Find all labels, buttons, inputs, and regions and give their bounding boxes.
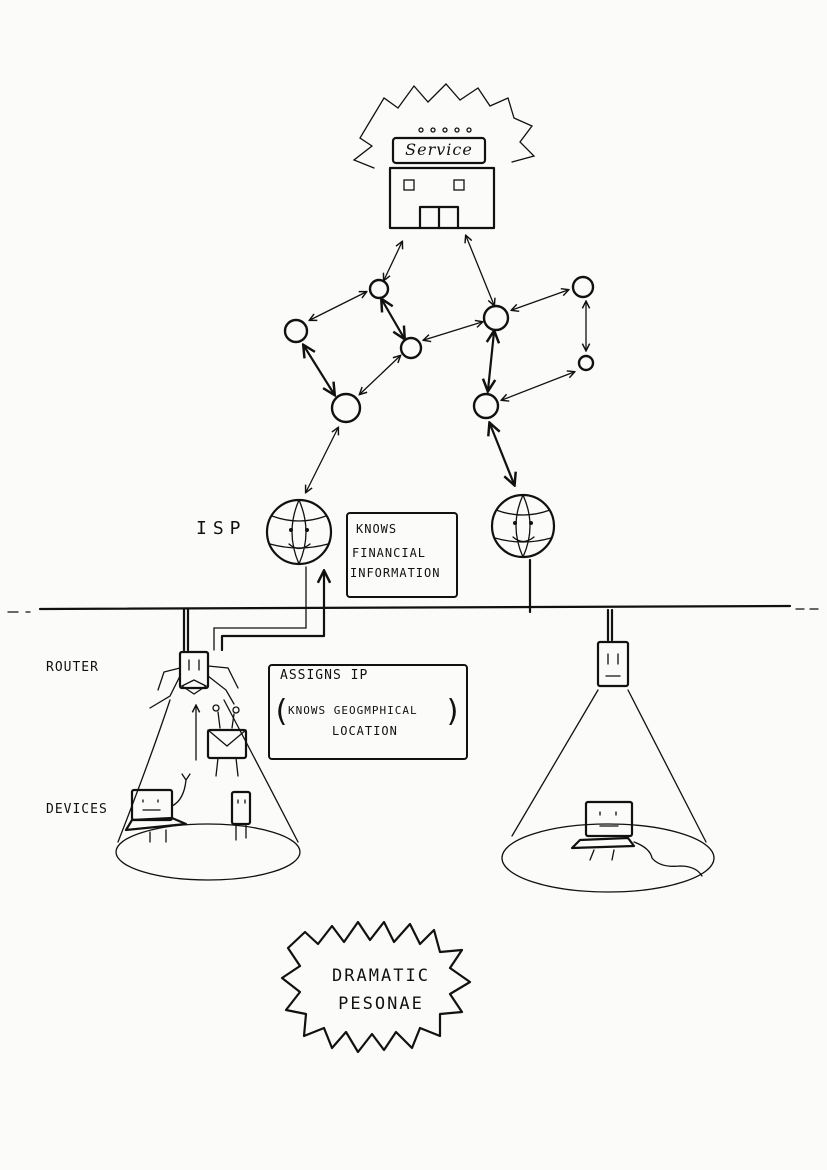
router-note-line2: KNOWS GEOGMPHICAL — [288, 704, 418, 717]
service-building-icon — [352, 83, 536, 230]
phone-character-icon — [230, 790, 252, 841]
left-isp-wiring — [182, 566, 324, 652]
isp-note-line3: INFORMATION — [350, 566, 441, 580]
title-burst — [280, 920, 472, 1054]
network-links — [304, 236, 586, 492]
title-line2: PESONAE — [338, 994, 424, 1014]
isp-globe-right-icon — [490, 493, 556, 559]
laptop-character-left-icon — [124, 773, 191, 843]
router-character-icon — [149, 650, 239, 709]
router-note-paren-open: ( — [272, 694, 292, 729]
router-note-line3: LOCATION — [332, 724, 398, 738]
title-line1: DRAMATIC — [332, 966, 430, 986]
isp-label: ISP — [196, 518, 247, 539]
service-sign-label: Service — [405, 140, 473, 159]
router-right-icon — [596, 640, 630, 688]
router-note-box — [268, 664, 468, 760]
right-spotlight — [501, 689, 715, 893]
devices-label: DEVICES — [46, 802, 108, 817]
right-isp-wiring — [528, 558, 614, 642]
isp-globe-left-icon — [265, 498, 333, 566]
isp-note-box — [346, 512, 458, 598]
laptop-character-right-icon — [570, 800, 703, 877]
isp-note-line2: FINANCIAL — [352, 546, 427, 560]
router-note-paren-close: ) — [444, 694, 464, 729]
envelope-character-icon — [206, 704, 248, 777]
router-note-line1: ASSIGNS IP — [280, 668, 369, 683]
router-label: ROUTER — [46, 660, 99, 675]
boundary-line — [7, 604, 823, 613]
isp-note-line1: KNOWS — [356, 522, 398, 536]
network-nodes — [283, 275, 595, 424]
